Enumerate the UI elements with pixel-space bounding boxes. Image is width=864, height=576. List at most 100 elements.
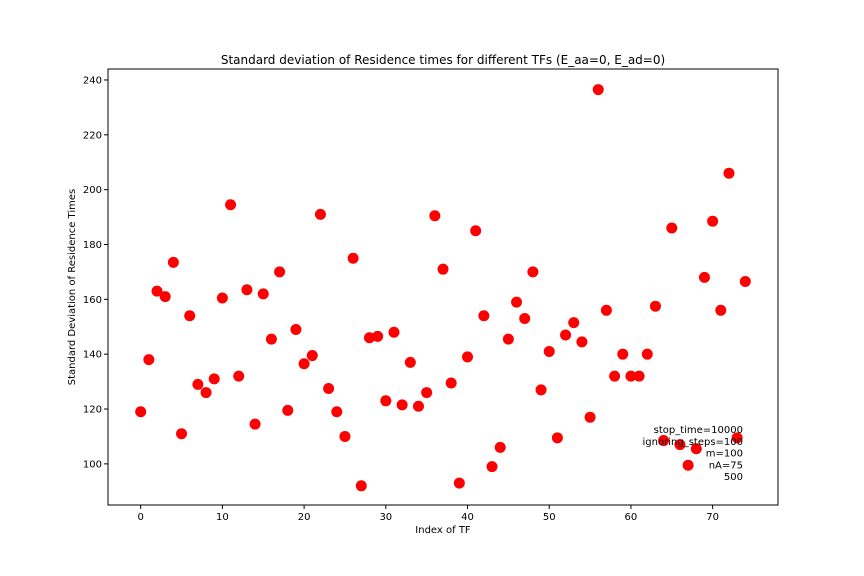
data-point	[339, 430, 351, 442]
data-point	[609, 370, 621, 382]
data-point	[682, 459, 694, 471]
data-point	[723, 167, 735, 179]
data-point	[249, 418, 261, 430]
x-tick-label: 60	[625, 512, 638, 523]
x-tick-label: 70	[706, 512, 719, 523]
data-point	[715, 304, 727, 316]
data-point	[445, 377, 457, 389]
y-tick-label: 220	[83, 130, 102, 141]
data-point	[233, 370, 245, 382]
data-point	[192, 378, 204, 390]
data-point	[225, 199, 237, 211]
data-point	[274, 266, 286, 278]
data-point	[437, 263, 449, 275]
y-tick-label: 240	[83, 75, 102, 86]
data-point	[584, 411, 596, 423]
data-point	[600, 304, 612, 316]
x-axis: 0 10 20 30 40 50 60 70	[137, 505, 719, 523]
data-point	[290, 324, 302, 336]
y-tick-label: 200	[83, 185, 102, 196]
data-point	[143, 354, 155, 366]
data-point	[421, 387, 433, 399]
data-point	[404, 356, 416, 368]
data-point	[306, 350, 318, 362]
y-axis: 100 120 140 160 180 200 220 240	[83, 75, 108, 470]
annotation-line: nA=75	[709, 460, 743, 471]
data-point	[363, 332, 375, 344]
data-point	[241, 284, 253, 296]
data-point	[527, 266, 539, 278]
chart-title: Standard deviation of Residence times fo…	[221, 53, 665, 67]
data-point	[633, 370, 645, 382]
data-point	[519, 313, 531, 325]
x-axis-label: Index of TF	[415, 525, 471, 536]
data-point	[617, 348, 629, 360]
data-point	[535, 384, 547, 396]
data-point	[314, 208, 326, 220]
data-point	[658, 435, 670, 447]
data-point	[347, 252, 359, 264]
x-tick-label: 10	[216, 512, 229, 523]
data-point	[135, 406, 147, 418]
annotation-line: stop_time=10000	[654, 425, 743, 436]
data-point	[396, 399, 408, 411]
x-tick-label: 50	[543, 512, 556, 523]
data-point	[543, 345, 555, 357]
data-point	[176, 428, 188, 440]
data-point	[388, 326, 400, 338]
data-point	[462, 351, 474, 363]
data-point	[478, 310, 490, 322]
data-point	[159, 291, 171, 303]
data-point	[412, 400, 424, 412]
data-point	[568, 317, 580, 329]
y-tick-label: 160	[83, 295, 102, 306]
data-point	[625, 370, 637, 382]
plot-frame	[107, 68, 779, 506]
x-tick-label: 40	[461, 512, 474, 523]
data-point	[331, 406, 343, 418]
data-point	[257, 288, 269, 300]
data-point	[184, 310, 196, 322]
data-point	[560, 329, 572, 341]
y-tick-label: 100	[83, 459, 102, 470]
x-tick-label: 30	[379, 512, 392, 523]
data-point	[429, 210, 441, 222]
data-point	[453, 477, 465, 489]
data-point	[167, 256, 179, 268]
data-point	[200, 387, 212, 399]
data-point	[511, 296, 523, 308]
data-point	[641, 348, 653, 360]
data-point	[698, 271, 710, 283]
data-point	[380, 395, 392, 407]
annotation-line: m=100	[706, 449, 743, 460]
data-point	[502, 333, 514, 345]
data-point	[592, 84, 604, 96]
data-point	[731, 432, 743, 444]
data-point	[551, 432, 563, 444]
y-tick-label: 140	[83, 350, 102, 361]
data-point	[649, 300, 661, 312]
data-point	[372, 330, 384, 342]
data-point	[690, 443, 702, 455]
data-point	[298, 358, 310, 370]
parameter-annotation: stop_time=10000ignoring_steps=100m=100nA…	[643, 425, 743, 483]
data-point	[470, 225, 482, 237]
y-tick-label: 180	[83, 240, 102, 251]
data-point	[265, 333, 277, 345]
plot-area: 0 10 20 30 40 50 60 70 100 120 140 160 180 200 220 240…	[83, 68, 779, 523]
data-points	[135, 84, 751, 492]
y-tick-label: 120	[83, 405, 102, 416]
data-point	[707, 215, 719, 227]
annotation-line: ignoring_steps=100	[643, 437, 743, 448]
data-point	[674, 439, 686, 451]
y-axis-label: Standard Deviation of Residence Times	[67, 189, 78, 386]
data-point	[151, 285, 163, 297]
data-point	[282, 404, 294, 416]
x-tick-label: 0	[137, 512, 143, 523]
data-point	[208, 373, 220, 385]
data-point	[739, 276, 751, 288]
data-point	[576, 336, 588, 348]
annotation-line: 500	[724, 472, 743, 483]
data-point	[494, 441, 506, 453]
